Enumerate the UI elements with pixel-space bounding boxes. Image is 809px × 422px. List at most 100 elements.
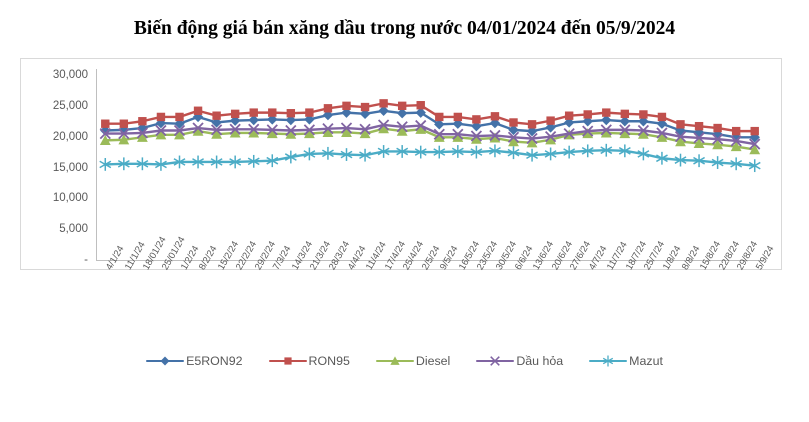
legend-swatch-diamond-icon — [146, 354, 185, 368]
data-point-asterisk — [192, 155, 204, 169]
data-point-square — [397, 101, 407, 111]
data-point-asterisk — [136, 157, 149, 171]
legend-item-mazut[interactable]: Mazut — [589, 354, 663, 368]
data-point-x — [674, 131, 687, 143]
x-axis-line — [96, 260, 764, 261]
chart-legend: E5RON92 RON95 Diesel Dầu hỏa Mazut — [0, 348, 809, 374]
data-point-triangle — [545, 134, 557, 145]
data-point-x — [248, 123, 260, 135]
data-point-square — [435, 112, 444, 122]
data-point-x — [303, 124, 316, 136]
data-point-x — [507, 131, 520, 143]
data-point-triangle — [341, 126, 352, 137]
series-dầu-hỏa — [99, 119, 761, 150]
data-point-square — [472, 115, 481, 124]
data-point-triangle — [136, 131, 148, 142]
legend-item-ron95[interactable]: RON95 — [268, 354, 350, 368]
data-point-diamond — [749, 132, 760, 143]
data-point-triangle — [489, 132, 501, 143]
data-point-x — [155, 124, 167, 137]
data-point-asterisk — [210, 155, 223, 169]
series-ron95 — [101, 99, 759, 136]
legend-item-e5ron92[interactable]: E5RON92 — [146, 354, 243, 368]
data-point-triangle — [378, 123, 390, 134]
data-point-diamond — [396, 108, 408, 119]
data-point-asterisk — [359, 148, 371, 162]
legend-label: Mazut — [629, 354, 663, 368]
data-point-triangle — [470, 133, 482, 144]
data-point-x — [433, 128, 445, 140]
data-point-asterisk — [396, 145, 409, 158]
data-point-x — [192, 122, 204, 134]
data-point-square — [138, 117, 147, 126]
data-point-x — [711, 133, 724, 145]
legend-swatch-square-icon — [268, 354, 307, 368]
data-point-x — [637, 124, 650, 137]
data-point-triangle — [637, 128, 649, 139]
data-point-asterisk — [637, 147, 650, 161]
data-point-square — [342, 101, 351, 111]
data-point-diamond — [248, 114, 259, 126]
data-point-square — [639, 110, 648, 119]
data-point-asterisk — [711, 156, 724, 169]
y-axis-line — [96, 69, 97, 261]
data-point-x — [173, 124, 186, 137]
data-point-triangle — [99, 134, 111, 145]
data-point-triangle — [322, 126, 334, 137]
data-point-x — [470, 130, 483, 142]
data-point-triangle — [675, 136, 686, 147]
data-point-asterisk — [173, 155, 186, 169]
data-point-diamond — [415, 107, 426, 118]
data-point-diamond — [211, 117, 222, 128]
data-point-diamond — [174, 118, 185, 129]
data-point-asterisk — [526, 148, 538, 162]
data-point-square — [602, 108, 611, 117]
data-point-x — [490, 356, 501, 366]
page-title: Biến động giá bán xăng dầu trong nước 04… — [133, 18, 676, 39]
data-point-triangle — [192, 125, 204, 136]
data-point-square — [268, 108, 277, 117]
data-point-square — [583, 110, 592, 119]
data-point-x — [526, 132, 538, 145]
x-axis-tick-labels: 4/1/24 11/1/24 18/01/24 25/01/24 1/2/24 8/2/2… — [0, 234, 809, 342]
legend-label: RON95 — [308, 354, 350, 368]
data-point-square — [713, 123, 722, 133]
data-point-triangle — [285, 128, 297, 139]
data-point-x — [340, 122, 353, 134]
data-point-diamond — [601, 114, 612, 126]
data-point-asterisk — [470, 145, 483, 159]
data-point-x — [377, 119, 390, 131]
data-point-asterisk — [618, 144, 631, 158]
data-point-x — [266, 124, 278, 136]
data-point-triangle — [749, 144, 761, 155]
data-point-x — [99, 127, 111, 140]
data-point-triangle — [118, 134, 130, 145]
legend-item-dầu-hỏa[interactable]: Dầu hỏa — [476, 354, 563, 368]
data-point-triangle — [390, 356, 400, 365]
data-point-square — [657, 112, 667, 122]
data-point-asterisk — [303, 147, 316, 161]
data-point-square — [119, 119, 129, 128]
legend-item-diesel[interactable]: Diesel — [375, 354, 450, 368]
data-point-x — [656, 127, 668, 139]
legend-label: Dầu hỏa — [516, 354, 564, 368]
data-point-asterisk — [247, 154, 260, 168]
data-point-x — [359, 123, 371, 135]
data-point-asterisk — [284, 150, 297, 164]
series-mazut — [99, 143, 761, 173]
data-point-x — [452, 128, 464, 140]
y-axis-tick-label: 15,000 — [52, 161, 88, 174]
data-point-triangle — [508, 136, 519, 147]
data-point-square — [305, 108, 314, 117]
data-point-triangle — [174, 129, 185, 140]
y-axis-tick-label: 20,000 — [52, 130, 88, 143]
data-point-asterisk — [322, 146, 334, 160]
data-point-square — [694, 121, 704, 131]
data-point-x — [285, 124, 297, 137]
data-point-asterisk — [433, 145, 446, 159]
data-point-x — [136, 127, 149, 139]
series-line — [104, 149, 756, 167]
data-point-triangle — [211, 128, 223, 139]
data-point-triangle — [582, 128, 594, 139]
